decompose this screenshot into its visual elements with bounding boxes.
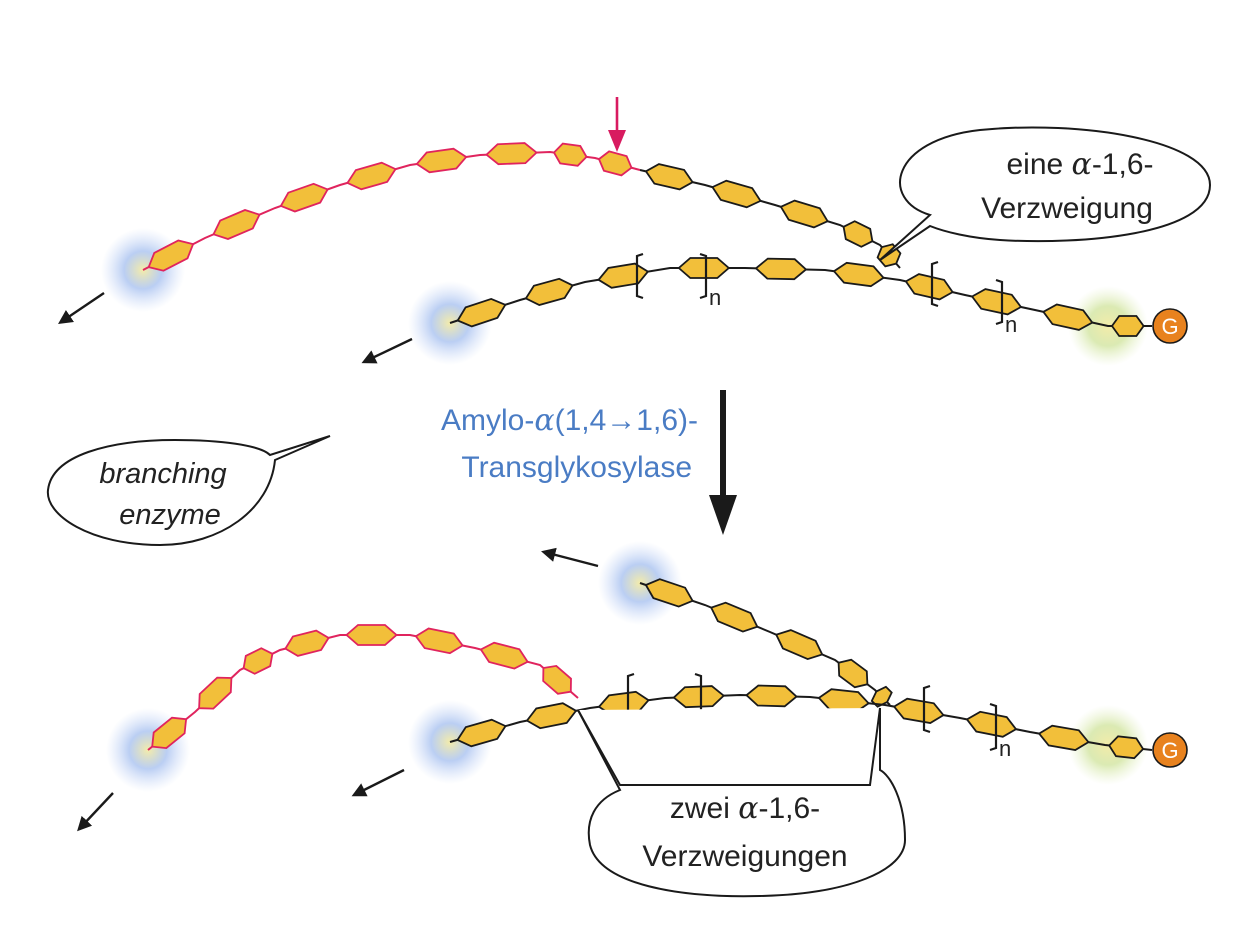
glucose-unit-icon [147, 239, 195, 272]
glucose-unit-icon [965, 710, 1018, 738]
glucose-unit-icon [597, 262, 650, 289]
glucose-unit-icon [242, 647, 274, 675]
repeat-n-label: n [709, 285, 721, 310]
glucose-unit-icon [552, 142, 588, 167]
bubble-bottom-line1: zwei α-1,6- [670, 791, 820, 826]
glucose-chains [142, 142, 1153, 760]
enzyme-name: Amylo-α(1,4→1,6)- Transglykosylase [441, 403, 698, 484]
bubble-top-line1: eine α-1,6- [1006, 147, 1153, 182]
glycogenin-icon: G [1152, 732, 1188, 768]
bracket-left [635, 252, 644, 300]
branching-line2: enzyme [119, 499, 221, 531]
enzyme-name-line1: Amylo-α(1,4→1,6)- [441, 403, 698, 438]
glucose-unit-icon [284, 629, 330, 657]
glucose-unit-icon [970, 288, 1023, 316]
glucose-unit-icon [456, 718, 507, 748]
down-arrow-icon [608, 130, 626, 152]
enzyme-name-line2: Transglykosylase [461, 451, 692, 484]
glucose-unit-icon [415, 147, 468, 174]
glucose-unit-icon [837, 658, 869, 689]
speech-bubble-branching-enzyme: branching enzyme [46, 435, 331, 547]
glucose-unit-icon [1110, 315, 1145, 337]
repeat-subscripts: n n n n [704, 285, 1017, 761]
speech-bubble-two-branches: zwei α-1,6- Verzweigungen [577, 707, 907, 898]
glucose-unit-icon [775, 629, 824, 661]
left-arrow-icon [541, 547, 599, 568]
glycogenin-label: G [1161, 314, 1178, 339]
glucose-unit-icon [414, 627, 464, 655]
bracket-right [995, 278, 1004, 326]
glucose-unit-icon [644, 578, 694, 608]
left-arrow-icon [58, 292, 105, 325]
glucose-unit-icon [677, 257, 731, 279]
repeat-brackets [626, 252, 1004, 752]
glucose-unit-icon [892, 697, 945, 724]
bracket-right [989, 702, 998, 752]
glucose-unit-icon [525, 702, 578, 730]
repeat-n-label: n [1005, 312, 1017, 337]
glucose-unit-icon [151, 716, 188, 750]
glucose-unit-icon [1037, 724, 1090, 751]
glucose-unit-icon [644, 163, 694, 191]
glucose-unit-icon [1042, 303, 1094, 331]
glucose-unit-icon [870, 685, 893, 708]
glucose-unit-icon [779, 199, 829, 229]
down-arrow-icon [709, 495, 737, 535]
glucose-unit-icon [754, 257, 808, 281]
left-arrow-icon [77, 792, 114, 832]
reaction-arrow [709, 390, 737, 535]
left-arrow-icon [351, 768, 405, 797]
glucose-unit-icon [904, 273, 954, 301]
glucose-unit-icon [597, 150, 633, 177]
glucose-unit-icon [479, 641, 529, 670]
speech-bubble-one-branch: eine α-1,6- Verzweigung [879, 126, 1212, 261]
cut-site-arrow [608, 97, 626, 152]
glucose-unit-icon [346, 161, 397, 191]
glucose-unit-icon [542, 664, 572, 695]
glucose-unit-icon [832, 261, 885, 288]
bracket-right [699, 252, 708, 300]
glucose-unit-icon [198, 676, 233, 710]
glucose-unit-icon [345, 624, 398, 646]
branching-line1: branching [99, 458, 226, 490]
glucose-unit-icon [456, 297, 507, 328]
glucose-unit-icon [279, 182, 329, 213]
glucose-unit-icon [745, 684, 798, 708]
bubble-top-line2: Verzweigung [981, 192, 1153, 225]
bracket-left [930, 260, 939, 308]
glucose-unit-icon [842, 220, 874, 248]
glucose-unit-icon [1108, 735, 1145, 760]
left-arrow-icon [361, 337, 413, 364]
chain-end-arrows [58, 292, 599, 832]
glucose-unit-icon [485, 142, 538, 166]
glucose-unit-icon [711, 179, 762, 209]
glucose-unit-icon [212, 209, 261, 240]
glycogenin-icon: G [1152, 308, 1188, 344]
bubble-bottom-line2: Verzweigungen [642, 840, 847, 873]
glucose-unit-icon [524, 277, 574, 306]
glucose-unit-icon [709, 601, 759, 633]
glucose-unit-icon [672, 685, 726, 709]
glycogenin-label: G [1161, 738, 1178, 763]
repeat-n-label: n [999, 736, 1011, 761]
bracket-left [922, 684, 931, 734]
